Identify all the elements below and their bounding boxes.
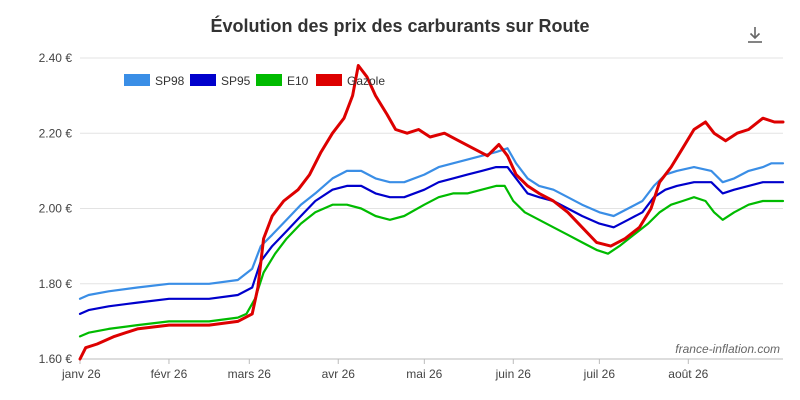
legend-swatch-e10[interactable] bbox=[256, 74, 282, 86]
series-line-sp98 bbox=[78, 147, 785, 300]
x-axis: janv 26 févr 26 mars 26 avr 26 mai 26 juin 26… bbox=[61, 358, 783, 381]
legend-swatch-gazole[interactable] bbox=[316, 74, 342, 86]
legend-swatch-sp95[interactable] bbox=[190, 74, 216, 86]
legend: SP98 SP95 E10 Gazole bbox=[124, 74, 385, 88]
x-tick-label: janv 26 bbox=[61, 367, 101, 381]
y-tick-label: 2.40 € bbox=[39, 51, 73, 65]
chart-title: Évolution des prix des carburants sur Ro… bbox=[210, 16, 590, 36]
x-tick-label: août 26 bbox=[668, 367, 708, 381]
y-tick-label: 1.80 € bbox=[39, 277, 73, 291]
x-tick-label: juil 26 bbox=[583, 367, 616, 381]
y-tick-label: 2.20 € bbox=[39, 126, 73, 140]
legend-label-sp98[interactable]: SP98 bbox=[155, 74, 185, 88]
x-tick-label: avr 26 bbox=[322, 367, 356, 381]
x-tick-label: mai 26 bbox=[406, 367, 442, 381]
legend-label-gazole[interactable]: Gazole bbox=[347, 74, 385, 88]
watermark: france-inflation.com bbox=[675, 342, 780, 356]
series-line-sp95 bbox=[78, 166, 785, 315]
legend-swatch-sp98[interactable] bbox=[124, 74, 150, 86]
series-line-gazole bbox=[78, 64, 785, 361]
series-lines bbox=[78, 64, 785, 361]
legend-label-e10[interactable]: E10 bbox=[287, 74, 309, 88]
y-axis: 1.60 € 1.80 € 2.00 € 2.20 € 2.40 € bbox=[39, 51, 73, 366]
legend-label-sp95[interactable]: SP95 bbox=[221, 74, 251, 88]
y-gridlines bbox=[80, 57, 783, 360]
y-tick-label: 1.60 € bbox=[39, 352, 73, 366]
x-tick-label: juin 26 bbox=[495, 367, 532, 381]
x-tick-label: févr 26 bbox=[151, 367, 188, 381]
x-tick-label: mars 26 bbox=[228, 367, 272, 381]
download-icon[interactable] bbox=[744, 24, 766, 46]
y-tick-label: 2.00 € bbox=[39, 202, 73, 216]
